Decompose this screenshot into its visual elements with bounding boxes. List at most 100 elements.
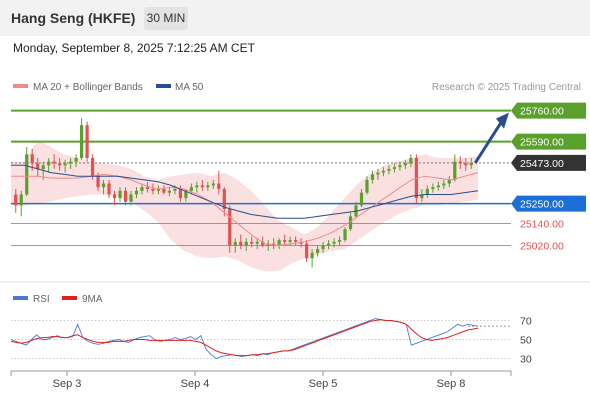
candle-body xyxy=(294,240,298,242)
candle-body xyxy=(315,249,320,253)
candle-body xyxy=(80,125,84,158)
candle-body xyxy=(442,183,446,186)
candle-body xyxy=(326,243,331,246)
ma50-legend-swatch xyxy=(156,84,171,88)
forecast-arrow xyxy=(473,121,503,164)
candle-body xyxy=(145,187,150,189)
candle-body xyxy=(370,174,375,180)
candle-body xyxy=(469,162,473,166)
level-label: 25590.00 xyxy=(520,137,564,149)
candle-body xyxy=(261,241,265,246)
candle-body xyxy=(52,161,56,164)
candle-body xyxy=(129,194,133,202)
candle-body xyxy=(447,179,451,184)
level-tag-25473.00 xyxy=(511,154,586,171)
level-tag-25250.00 xyxy=(511,195,586,212)
x-tick-label: Sep 8 xyxy=(437,378,466,390)
candle-body xyxy=(343,229,347,241)
candle-body xyxy=(25,154,29,195)
candle-body xyxy=(387,168,391,171)
candle-body xyxy=(332,241,336,244)
x-tick-label: Sep 4 xyxy=(181,378,210,390)
candle-body xyxy=(96,176,100,188)
candle-body xyxy=(305,243,309,259)
candle-body xyxy=(36,163,40,169)
ma50-line xyxy=(11,164,479,219)
level-tag-25590.00 xyxy=(511,133,586,150)
rsi-legend-swatch xyxy=(13,296,28,300)
rsi-ma-legend-swatch xyxy=(62,296,77,300)
candle-body xyxy=(348,216,353,230)
candle-body xyxy=(112,194,117,199)
candle-body xyxy=(420,194,424,199)
level-label: 25020.00 xyxy=(520,241,564,253)
candle-body xyxy=(376,172,380,175)
candle-body xyxy=(85,125,89,158)
candle-body xyxy=(107,183,111,195)
candle-body xyxy=(255,241,259,244)
candle-body xyxy=(200,185,204,188)
candle-body xyxy=(101,183,106,188)
x-tick-label: Sep 3 xyxy=(53,378,82,390)
level-label: 25760.00 xyxy=(520,106,564,118)
bollinger-band xyxy=(11,139,478,272)
candle-body xyxy=(409,158,413,164)
level-label: 25473.00 xyxy=(520,158,564,170)
ma50-legend-label: MA 50 xyxy=(175,82,204,93)
candle-body xyxy=(156,189,161,191)
candle-body xyxy=(381,170,386,173)
candle-body xyxy=(453,161,457,180)
rsi-line xyxy=(10,318,479,360)
candle-body xyxy=(359,192,364,206)
candle-body xyxy=(217,183,221,189)
instrument-title: Hang Seng (HKFE) xyxy=(11,10,136,26)
candle-body xyxy=(431,187,435,189)
candle-body xyxy=(233,241,237,246)
candle-body xyxy=(14,194,18,206)
timeframe-button[interactable]: 30 MIN xyxy=(144,7,188,30)
candle-body xyxy=(277,240,281,246)
level-label: 25250.00 xyxy=(520,199,564,211)
candle-body xyxy=(178,189,182,199)
candle-body xyxy=(173,189,177,191)
candle-body xyxy=(184,190,188,199)
candle-body xyxy=(436,185,440,188)
candle-body xyxy=(206,185,210,188)
candle-body xyxy=(464,163,468,166)
candle-body xyxy=(458,161,462,164)
candle-body xyxy=(244,241,248,246)
candle-body xyxy=(222,189,226,210)
candle-body xyxy=(321,245,325,250)
candle-body xyxy=(392,167,397,169)
rsi-ma-legend-label: 9MA xyxy=(82,294,103,305)
timestamp: Monday, September 8, 2025 7:12:25 AM CET xyxy=(13,41,255,55)
candle-body xyxy=(123,190,128,202)
candle-body xyxy=(69,161,73,164)
candle-body xyxy=(19,194,23,206)
bb-legend-swatch xyxy=(13,84,28,88)
header-bar: Hang Seng (HKFE) 30 MIN xyxy=(0,0,590,36)
candle-body xyxy=(30,154,34,164)
level-label: 25140.00 xyxy=(520,219,564,231)
bb-legend-label: MA 20 + Bollinger Bands xyxy=(33,82,143,93)
candle-body xyxy=(134,190,139,195)
candle-body xyxy=(239,241,243,246)
candle-body xyxy=(162,189,166,193)
candle-body xyxy=(365,179,369,193)
forecast-arrowhead xyxy=(496,112,509,129)
rsi-ma-line xyxy=(10,319,479,357)
candle-body xyxy=(140,187,144,191)
candle-body xyxy=(58,163,62,166)
level-tag-25760.00 xyxy=(511,102,586,119)
candle-body xyxy=(283,240,287,242)
candle-body xyxy=(228,209,232,246)
rsi-tick-label: 30 xyxy=(520,354,532,366)
candle-body xyxy=(250,241,254,244)
candle-body xyxy=(189,187,193,191)
rsi-tick-label: 70 xyxy=(520,316,532,328)
candle-body xyxy=(90,158,95,177)
x-tick-label: Sep 5 xyxy=(309,378,338,390)
candle-body xyxy=(398,165,402,168)
candle-body xyxy=(63,163,67,166)
